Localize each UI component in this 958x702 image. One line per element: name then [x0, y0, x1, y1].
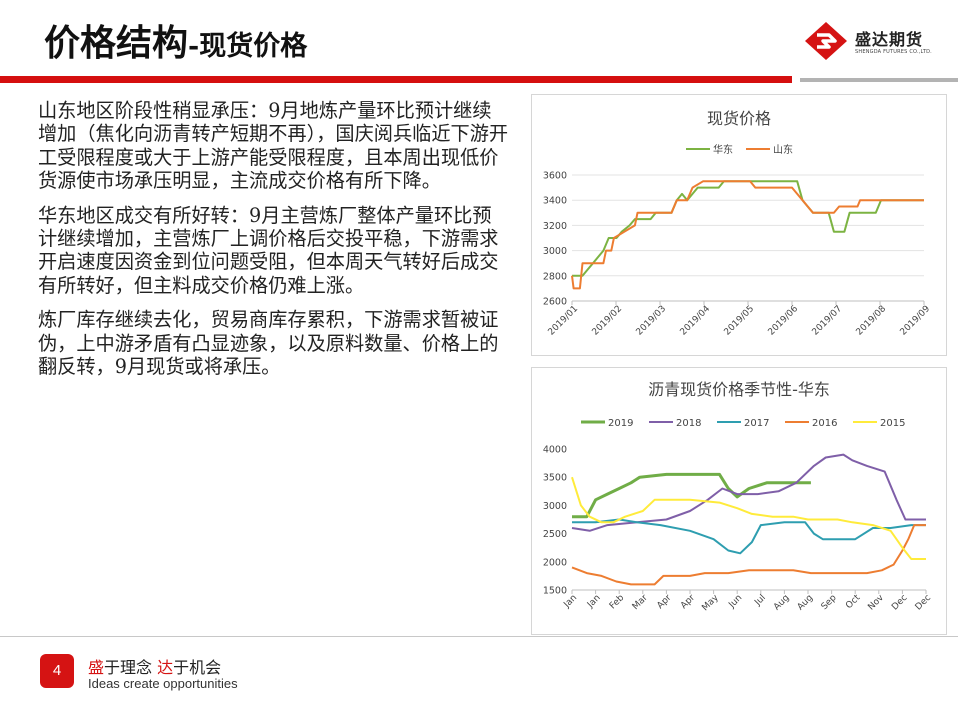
footer-divider	[0, 636, 958, 637]
logo-mark-icon	[805, 22, 847, 60]
y-tick-label: 3400	[543, 196, 567, 207]
company-logo: 盛达期货 SHENGDA FUTURES CO.,LTD.	[805, 18, 935, 64]
y-tick-label: 2500	[543, 529, 567, 540]
seasonality-chart: 沥青现货价格季节性-华东 2019 2018 2017 2016 2015 1500 2000…	[531, 367, 947, 635]
x-tick-label: 2019/04	[679, 304, 713, 338]
x-tick-label: 2019/08	[855, 304, 889, 338]
paragraph-shandong: 山东地区阶段性稍显承压：9月地炼产量环比预计继续增加（焦化向沥青转产短期不再），…	[38, 99, 509, 193]
y-tick-label: 1500	[543, 586, 567, 597]
legend-label-4: 2015	[880, 418, 905, 429]
slogan-part-3: 达	[157, 658, 174, 677]
body-text: 山东地区阶段性稍显承压：9月地炼产量环比预计继续增加（焦化向沥青转产短期不再），…	[38, 99, 510, 389]
page-number: 4	[40, 654, 74, 688]
x-tick-label: May	[700, 593, 721, 614]
seasonality-chart-svg: 沥青现货价格季节性-华东 2019 2018 2017 2016 2015 1500 2000…	[543, 380, 933, 614]
x-tick-label: Feb	[608, 593, 627, 612]
x-tick-label: 2019/01	[547, 304, 581, 338]
y-tick-label: 2000	[543, 557, 567, 568]
header-red-divider	[0, 76, 792, 83]
x-tick-label: 2019/09	[899, 304, 933, 338]
y-tick-label: 3000	[543, 246, 567, 257]
x-tick-label: 2019/02	[591, 304, 625, 338]
logo-english-name: SHENGDA FUTURES CO.,LTD.	[855, 49, 932, 55]
page-title: 价格结构-现货价格	[44, 14, 307, 66]
x-tick-label: Apr	[679, 593, 697, 611]
series-line-2	[572, 518, 926, 555]
legend-label-0: 华东	[713, 143, 733, 156]
x-tick-label: Aug	[772, 593, 792, 613]
y-tick-label: 2600	[543, 297, 567, 308]
y-tick-label: 4000	[543, 445, 567, 456]
x-tick-label: Oct	[844, 593, 862, 611]
series-line-1	[571, 180, 924, 290]
paragraph-outlook: 炼厂库存继续去化，贸易商库存累积，下游需求暂被证伪，上中游矛盾有凸显迹象，以及原…	[38, 308, 499, 379]
logo-name: 盛达期货	[855, 30, 924, 49]
x-tick-label: 2019/05	[723, 304, 757, 338]
x-tick-label: Dec	[914, 593, 933, 612]
series-line-3	[571, 524, 926, 586]
y-tick-label: 3500	[543, 473, 567, 484]
series-line-0	[572, 472, 811, 519]
slogan-chinese: 盛于理念 达于机会	[88, 654, 221, 678]
series-line-1	[571, 453, 926, 532]
x-tick-label: Jan	[585, 593, 603, 611]
slogan-part-4: 于机会	[173, 658, 222, 677]
x-tick-label: Nov	[866, 593, 886, 613]
chart-title: 现货价格	[707, 109, 771, 128]
slogan-part-1: 盛	[88, 658, 105, 677]
y-tick-label: 3600	[543, 171, 567, 182]
page-title-sub: -现货价格	[188, 31, 308, 62]
series-line-4	[571, 476, 926, 560]
slogan-english: Ideas create opportunities	[88, 676, 238, 691]
y-tick-label: 3000	[543, 501, 567, 512]
y-tick-label: 3200	[543, 221, 567, 232]
legend-label-1: 山东	[773, 143, 793, 156]
legend-label-3: 2016	[812, 418, 837, 429]
legend-label-1: 2018	[676, 418, 701, 429]
x-tick-label: Sep	[820, 593, 839, 612]
x-tick-label: Jul	[752, 593, 767, 608]
x-tick-label: 2019/06	[767, 304, 801, 338]
x-tick-label: Jun	[727, 593, 745, 611]
page-title-main: 价格结构	[44, 22, 189, 64]
slogan-part-2: 于理念	[104, 658, 158, 677]
x-tick-label: Dec	[890, 593, 909, 612]
series-line-0	[572, 180, 924, 277]
x-tick-label: Apr	[655, 593, 673, 611]
legend-label-2: 2017	[744, 418, 769, 429]
y-tick-label: 2800	[543, 271, 567, 282]
paragraph-huadong: 华东地区成交有所好转：9月主营炼厂整体产量环比预计继续增加，主营炼厂上调价格后交…	[38, 203, 499, 297]
legend-label-0: 2019	[608, 418, 633, 429]
x-tick-label: 2019/03	[635, 304, 669, 338]
x-tick-label: 2019/07	[811, 304, 845, 338]
header-gray-divider	[800, 78, 958, 82]
x-tick-label: Aug	[796, 593, 816, 613]
x-tick-label: Mar	[631, 593, 650, 612]
spot-price-chart: 现货价格华东 山东 2600 2800 3000 3200 3400 3600 2019/01 2…	[531, 94, 947, 356]
chart-title: 沥青现货价格季节性-华东	[648, 380, 830, 399]
